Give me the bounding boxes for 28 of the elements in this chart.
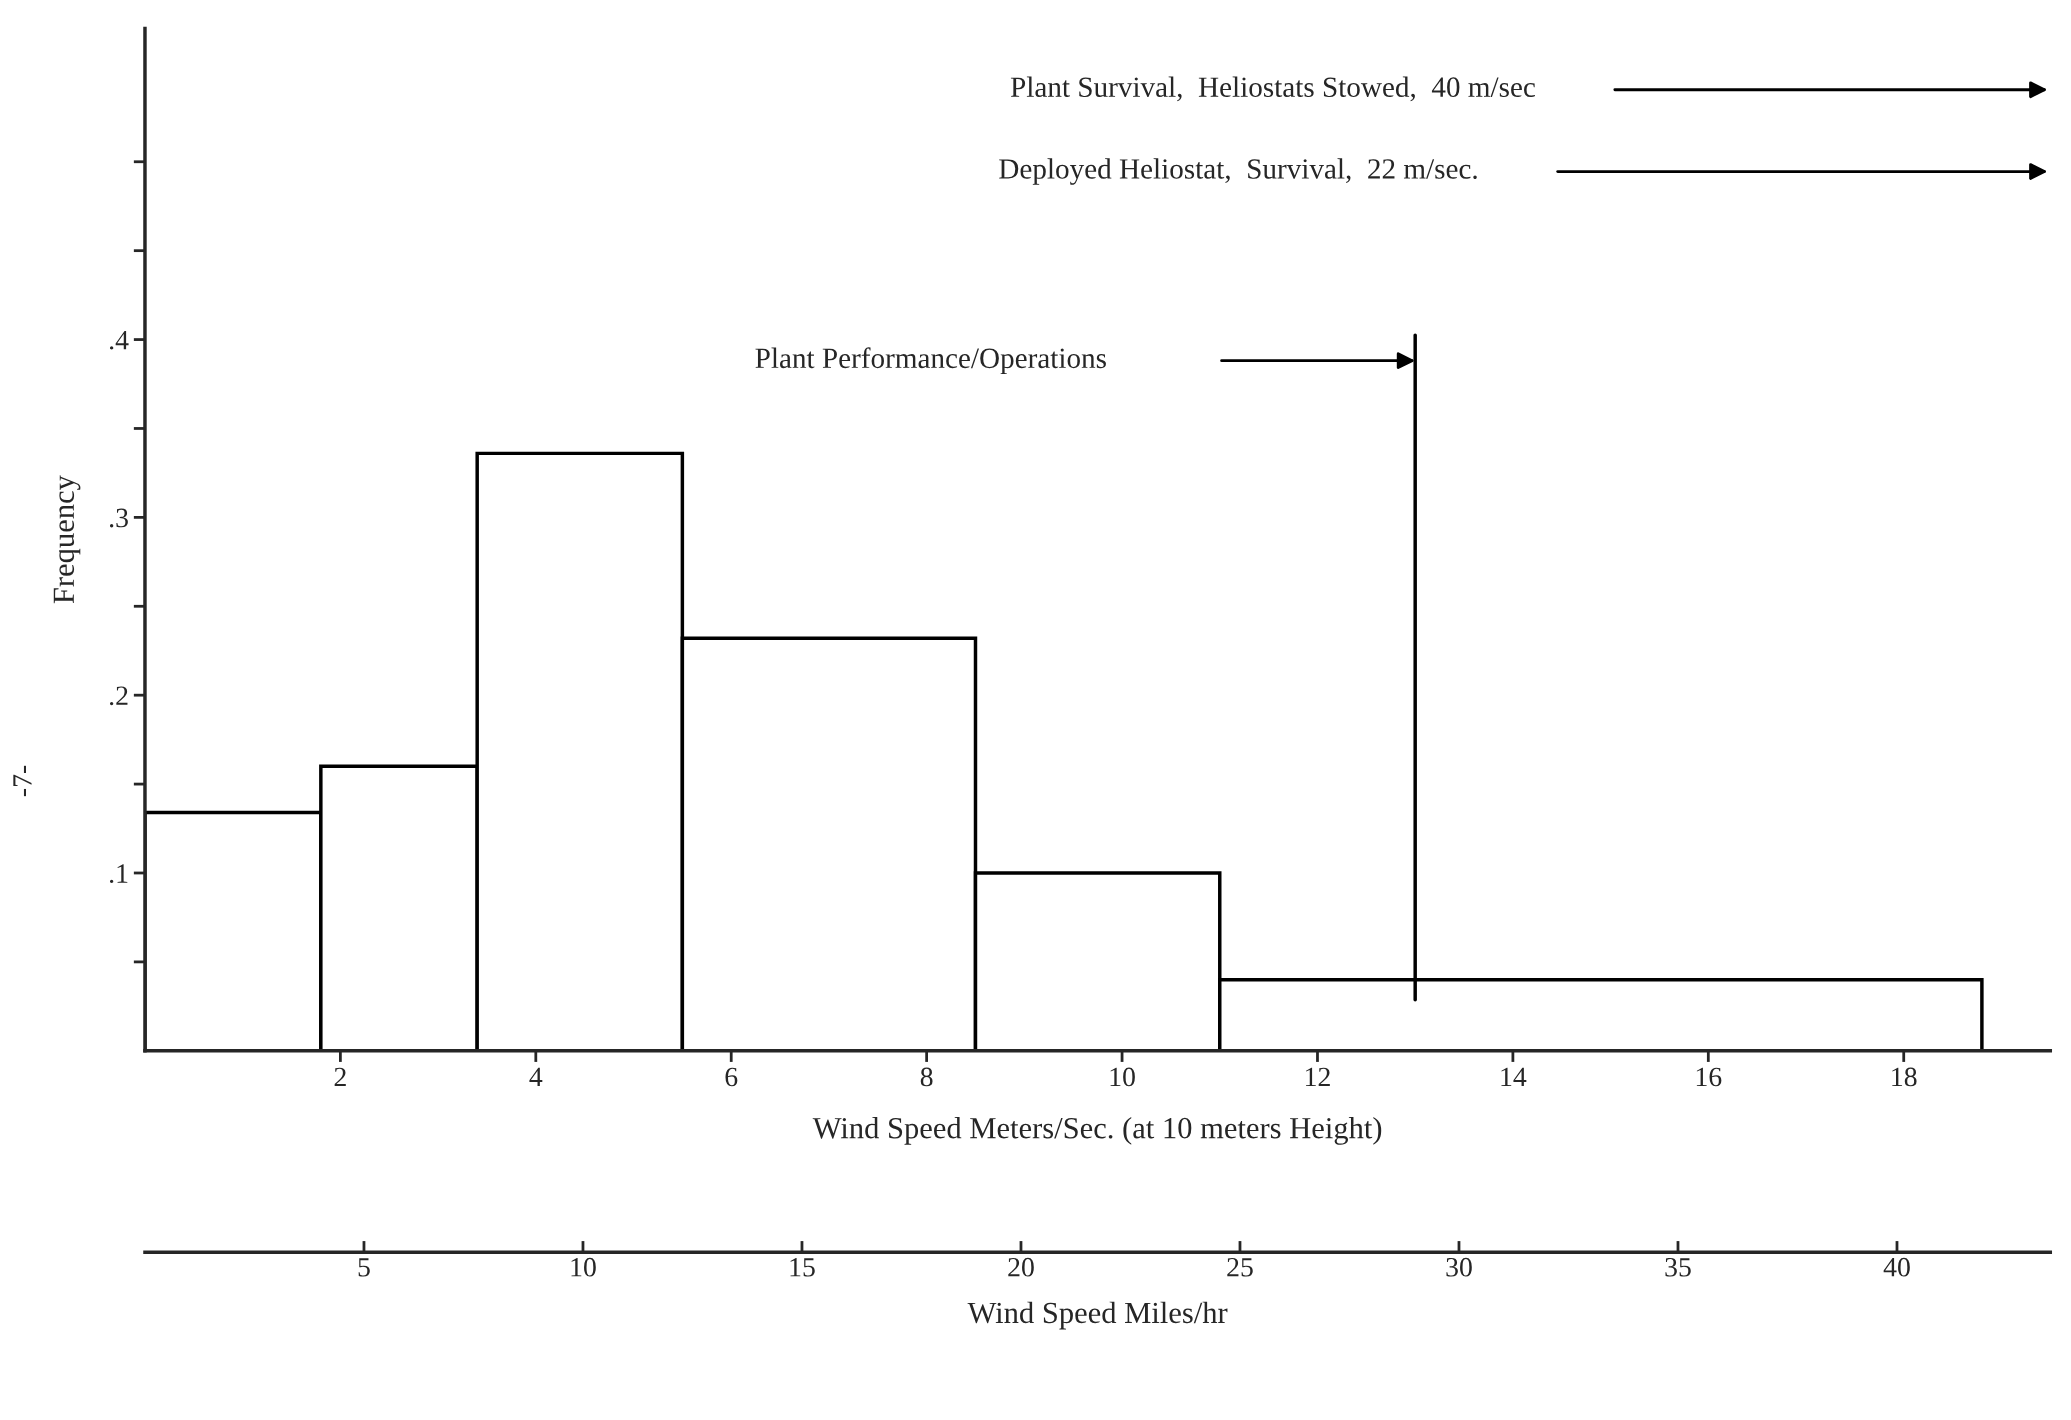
x-tick-label: 10 (1110, 1067, 1135, 1087)
y-tick-label: .2 (110, 686, 128, 706)
x-tick-label: 18 (1892, 1067, 1917, 1087)
y-axis-title: Frequency (53, 475, 81, 604)
x2-tick-label: 15 (790, 1257, 815, 1277)
x-tick-label: 2 (334, 1067, 346, 1087)
x-tick-label: 12 (1306, 1067, 1330, 1087)
x-tick-label: 6 (725, 1067, 738, 1087)
ref-line-label: Plant Performance/Operations (755, 347, 1106, 375)
x2-axis-title: Wind Speed Miles/hr (967, 1301, 1228, 1330)
x-tick-label: 4 (529, 1067, 543, 1087)
x2-tick-label: 35 (1665, 1257, 1691, 1277)
x2-tick-label: 10 (571, 1257, 596, 1277)
x-axis-title: Wind Speed Meters/Sec. (at 10 meters Height) (812, 1116, 1382, 1145)
y-tick-label: .4 (110, 330, 129, 350)
y-tick-label: .3 (110, 508, 128, 528)
y-tick-label: .1 (110, 864, 128, 884)
x-tick-label: 8 (920, 1067, 933, 1087)
annotation: Deployed Heliostat, Survival, 22 m/sec. (999, 158, 1477, 185)
x-tick-label: 16 (1696, 1067, 1722, 1087)
annotation: Plant Survival, Heliostats Stowed, 40 m/sec (1010, 76, 1535, 102)
x2-tick-label: 40 (1883, 1257, 1910, 1277)
x-tick-label: 14 (1501, 1067, 1527, 1087)
x2-tick-label: 5 (358, 1258, 370, 1277)
text: -7- (13, 765, 32, 797)
x2-tick-label: 20 (1008, 1257, 1034, 1277)
x2-tick-label: 25 (1227, 1257, 1253, 1277)
x2-tick-label: 30 (1446, 1257, 1472, 1277)
